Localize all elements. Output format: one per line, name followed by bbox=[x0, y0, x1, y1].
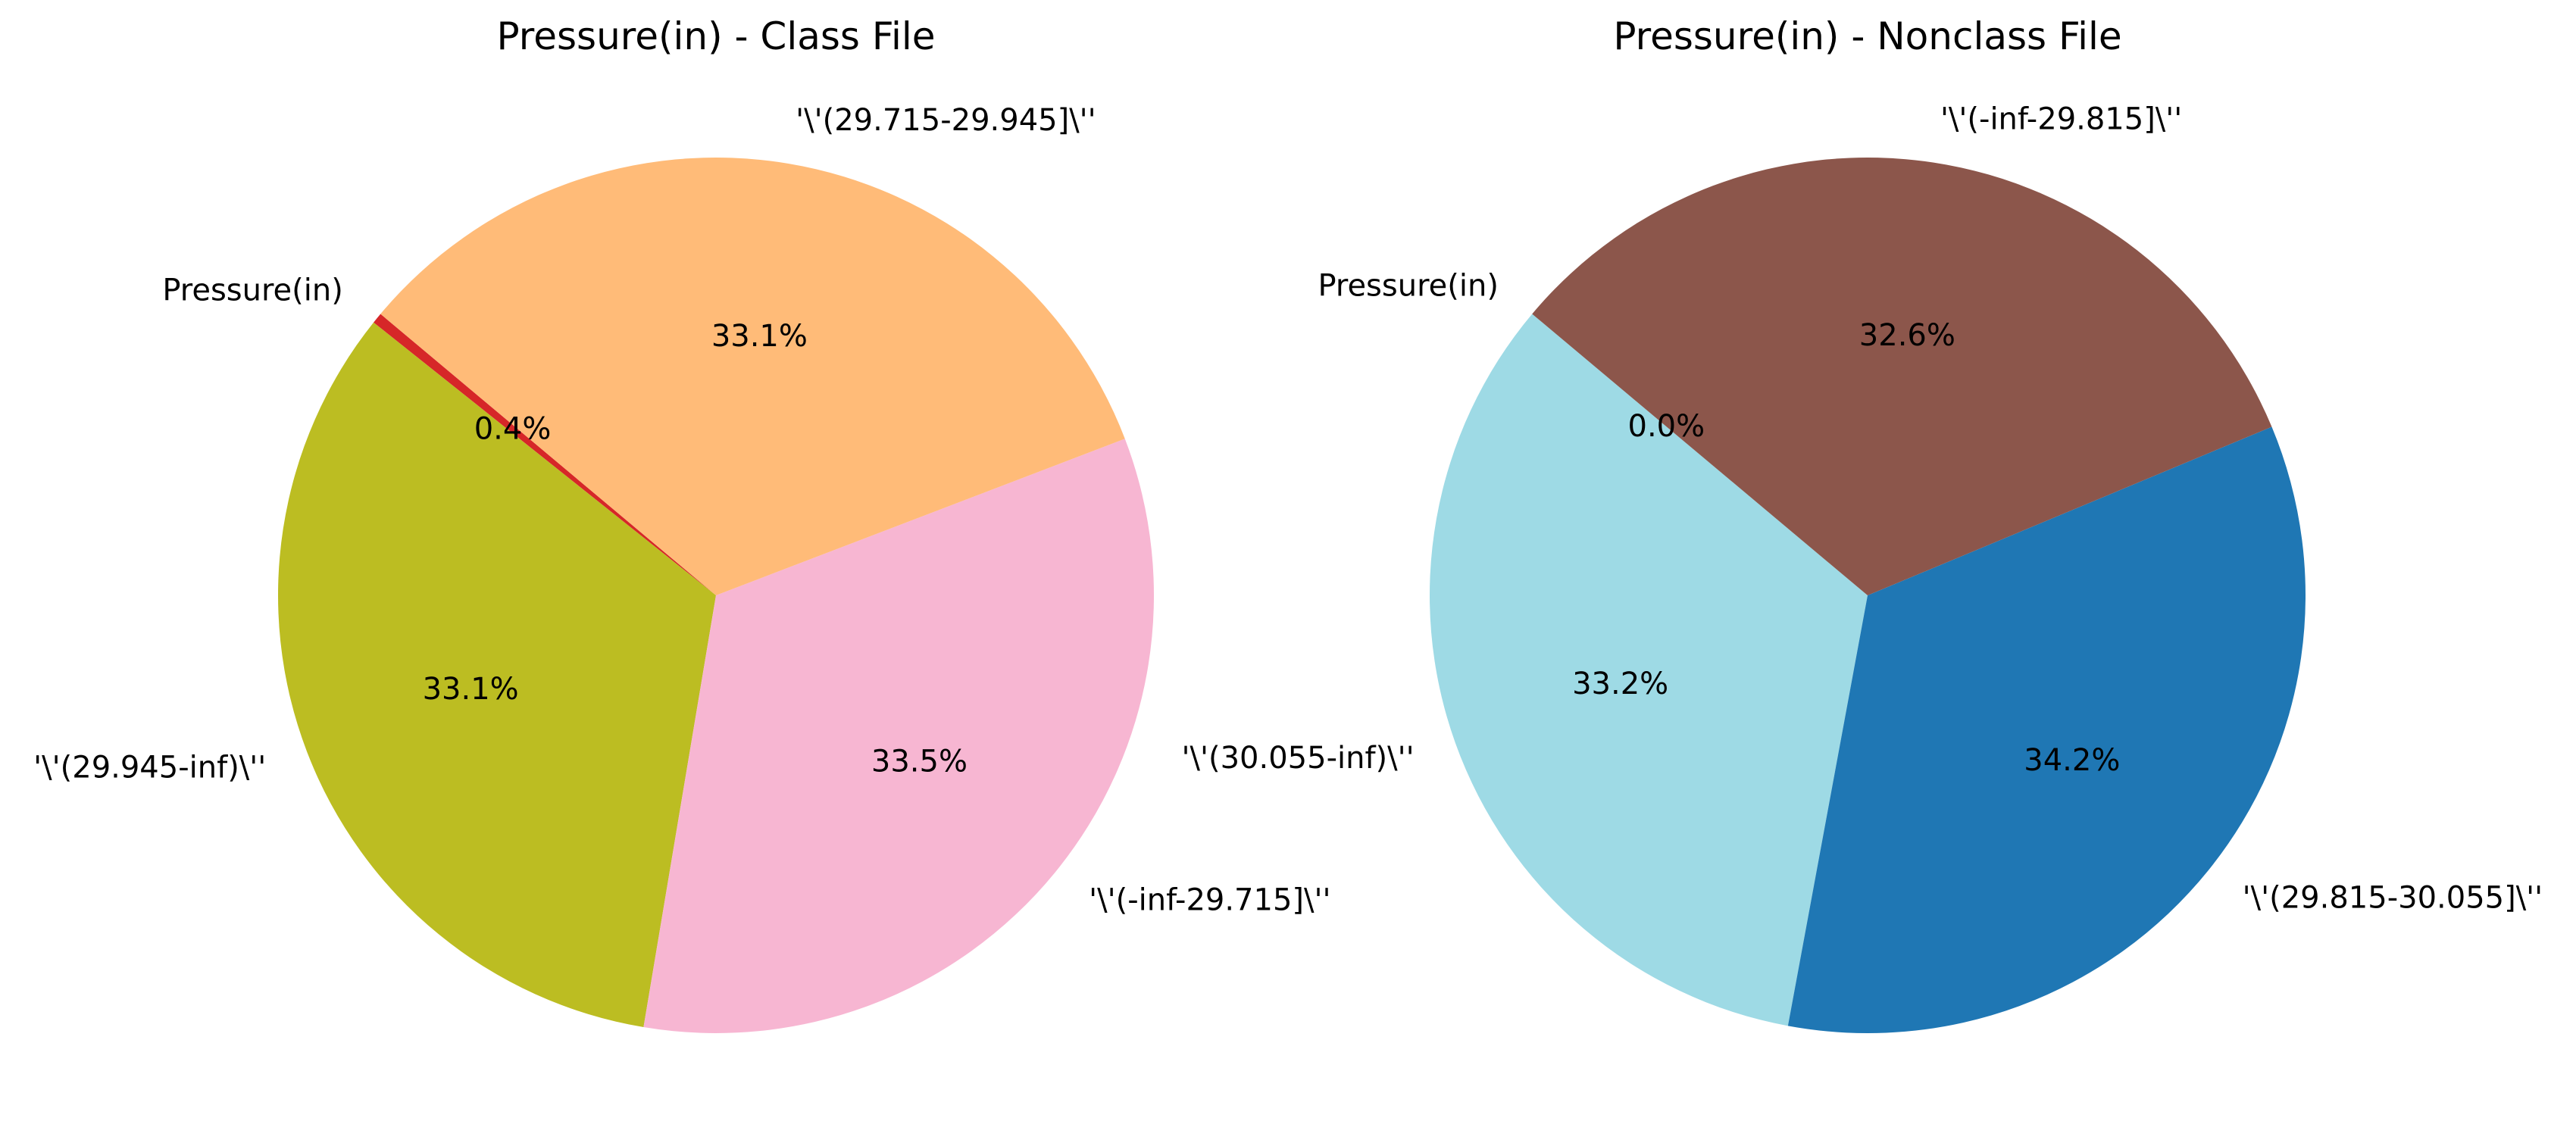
pie-slices-class-file bbox=[278, 158, 1154, 1034]
pie-slice-29-715-29-945 bbox=[380, 158, 1125, 596]
slice-label-inf-29-715: '\'(-inf-29.715]\'' bbox=[1089, 883, 1330, 918]
pie-slice-30-055-inf bbox=[1430, 314, 1868, 1026]
slice-label-inf-29-815: '\'(-inf-29.815]\'' bbox=[1940, 101, 2182, 136]
slice-label-pressure-in: Pressure(in) bbox=[1318, 268, 1498, 303]
chart-class-file: Pressure(in) - Class File Pressure(in) 0.… bbox=[33, 14, 1330, 1034]
pie-slices-nonclass-file bbox=[1430, 158, 2306, 1033]
slice-label-29-945-inf: '\'(29.945-inf)\'' bbox=[33, 750, 266, 785]
slice-label-29-715-29-945: '\'(29.715-29.945]\'' bbox=[796, 103, 1096, 138]
chart-title-class-file: Pressure(in) - Class File bbox=[496, 14, 935, 58]
pct-label-30-055-inf: 33.2% bbox=[1572, 667, 1668, 701]
pie-slice-29-945-inf bbox=[278, 322, 716, 1028]
slice-label-30-055-inf: '\'(30.055-inf)\'' bbox=[1182, 741, 1415, 776]
pie-labels-class-file: Pressure(in) 0.4% '\'(29.945-inf)\'' 33.1% '… bbox=[33, 103, 1330, 918]
pct-label-29-715-29-945: 33.1% bbox=[711, 319, 808, 354]
slice-label-pressure-in: Pressure(in) bbox=[162, 273, 342, 308]
pie-labels-nonclass-file: Pressure(in) 0.0% '\'(30.055-inf)\'' 33.2% '… bbox=[1182, 101, 2543, 915]
pct-label-29-815-30-055: 34.2% bbox=[2024, 743, 2120, 778]
pct-label-pressure-in: 0.4% bbox=[474, 411, 552, 446]
pie-slice-29-815-30-055 bbox=[1787, 426, 2306, 1033]
chart-title-nonclass-file: Pressure(in) - Nonclass File bbox=[1613, 14, 2121, 58]
slice-label-29-815-30-055: '\'(29.815-30.055]\'' bbox=[2243, 880, 2543, 915]
pie-slice-pressure-in bbox=[374, 314, 716, 595]
pct-label-inf-29-715: 33.5% bbox=[871, 745, 968, 779]
pct-label-inf-29-815: 32.6% bbox=[1859, 318, 1955, 353]
pct-label-pressure-in: 0.0% bbox=[1628, 409, 1705, 444]
pie-slice-inf-29-715 bbox=[643, 439, 1154, 1034]
chart-nonclass-file: Pressure(in) - Nonclass File Pressure(in… bbox=[1182, 14, 2543, 1033]
pct-label-29-945-inf: 33.1% bbox=[423, 672, 519, 707]
pie-slice-inf-29-815 bbox=[1532, 158, 2272, 595]
